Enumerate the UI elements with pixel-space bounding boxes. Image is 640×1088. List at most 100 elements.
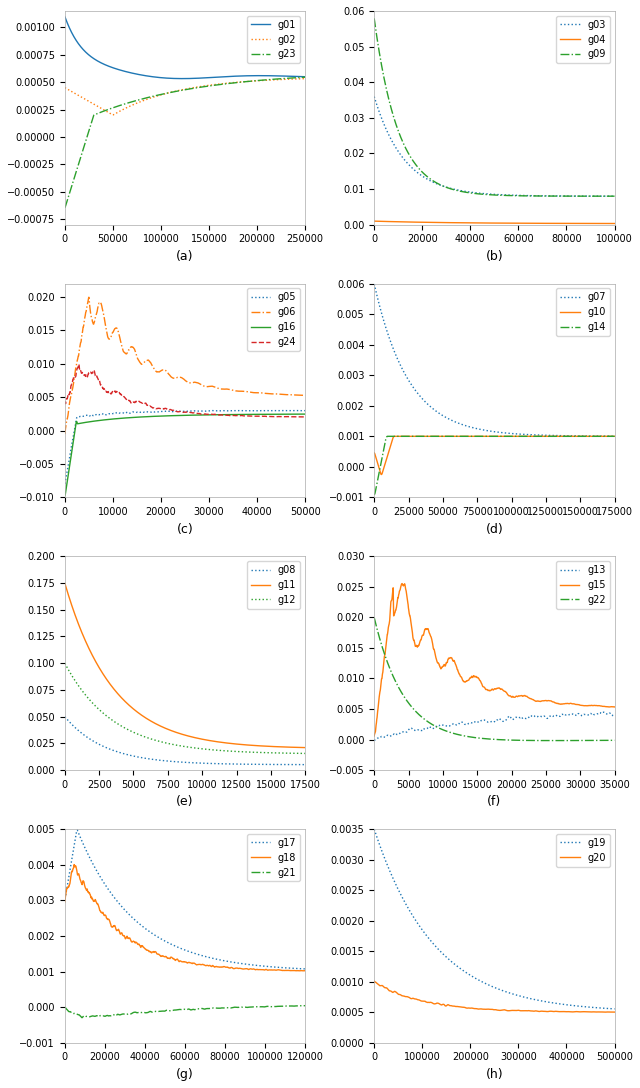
g06 — [73, 355, 81, 368]
g19 — [487, 979, 495, 992]
g10 — [378, 468, 385, 481]
g16 — [172, 409, 179, 422]
g02 — [109, 109, 116, 122]
g01 — [73, 35, 81, 48]
g22 — [611, 733, 618, 746]
g10 — [481, 430, 489, 443]
g18 — [296, 964, 304, 977]
g09 — [559, 189, 567, 202]
g18 — [250, 963, 258, 976]
g15 — [611, 701, 618, 714]
g07 — [371, 277, 378, 290]
g07 — [383, 323, 390, 336]
g20 — [371, 975, 378, 988]
X-axis label: (e): (e) — [176, 795, 194, 808]
g12 — [178, 740, 186, 753]
X-axis label: (a): (a) — [176, 250, 194, 263]
g10 — [604, 430, 612, 443]
g23 — [178, 84, 186, 97]
g01 — [250, 70, 258, 83]
g20 — [604, 1005, 612, 1018]
g10 — [390, 430, 398, 443]
g16 — [250, 408, 258, 421]
g13 — [560, 707, 568, 720]
g11 — [73, 614, 81, 627]
g08 — [250, 757, 258, 770]
g05 — [178, 405, 186, 418]
g04 — [481, 217, 488, 230]
g13 — [481, 714, 488, 727]
g15 — [371, 729, 378, 742]
g02 — [178, 84, 186, 97]
Line: g01: g01 — [65, 16, 305, 78]
g19 — [371, 823, 378, 836]
g05 — [276, 404, 284, 417]
g21 — [61, 1001, 68, 1014]
g08 — [301, 758, 309, 771]
g17 — [294, 962, 302, 975]
Line: g07: g07 — [374, 284, 614, 436]
X-axis label: (b): (b) — [486, 250, 503, 263]
g24 — [61, 397, 68, 410]
g22 — [371, 611, 378, 625]
g20 — [487, 1003, 495, 1016]
g13 — [604, 708, 612, 721]
Legend: g03, g04, g09: g03, g04, g09 — [556, 16, 610, 63]
g04 — [559, 217, 567, 230]
Legend: g01, g02, g23: g01, g02, g23 — [247, 16, 300, 63]
g22 — [560, 734, 568, 747]
g15 — [560, 697, 568, 710]
g14 — [383, 431, 390, 444]
g24 — [178, 406, 186, 419]
g16 — [294, 408, 302, 421]
g09 — [487, 188, 495, 201]
g19 — [611, 1002, 618, 1015]
g02 — [294, 72, 302, 85]
g04 — [383, 215, 390, 228]
g06 — [301, 388, 309, 401]
g04 — [604, 217, 611, 230]
g07 — [604, 430, 611, 443]
Line: g02: g02 — [65, 78, 305, 115]
g13 — [371, 733, 378, 746]
Line: g11: g11 — [65, 583, 305, 747]
g23 — [172, 85, 179, 98]
g10 — [611, 430, 618, 443]
Line: g16: g16 — [65, 415, 305, 496]
Line: g21: g21 — [65, 1005, 305, 1017]
g03 — [604, 189, 611, 202]
g20 — [481, 1003, 488, 1016]
g03 — [611, 189, 618, 202]
g06 — [85, 290, 93, 304]
g11 — [250, 739, 258, 752]
g02 — [301, 72, 309, 85]
g09 — [371, 12, 378, 25]
Legend: g05, g06, g16, g24: g05, g06, g16, g24 — [247, 288, 300, 350]
g03 — [383, 123, 390, 136]
g12 — [73, 677, 81, 690]
g23 — [294, 71, 302, 84]
g05 — [294, 404, 302, 417]
g12 — [301, 746, 309, 759]
g09 — [383, 83, 390, 96]
Line: g06: g06 — [65, 297, 305, 434]
g09 — [481, 188, 488, 201]
X-axis label: (f): (f) — [487, 795, 502, 808]
g02 — [294, 72, 302, 85]
g18 — [61, 895, 68, 908]
g11 — [61, 577, 68, 590]
g15 — [604, 701, 611, 714]
g21 — [301, 999, 309, 1012]
g09 — [604, 189, 611, 202]
g01 — [301, 71, 309, 84]
X-axis label: (d): (d) — [486, 522, 503, 535]
g20 — [559, 1005, 567, 1018]
g23 — [301, 71, 309, 84]
g21 — [294, 1000, 302, 1013]
Legend: g08, g11, g12: g08, g11, g12 — [247, 561, 300, 608]
g01 — [179, 72, 186, 85]
g14 — [383, 430, 391, 443]
g15 — [481, 681, 488, 694]
g20 — [383, 981, 390, 994]
g14 — [481, 430, 488, 443]
